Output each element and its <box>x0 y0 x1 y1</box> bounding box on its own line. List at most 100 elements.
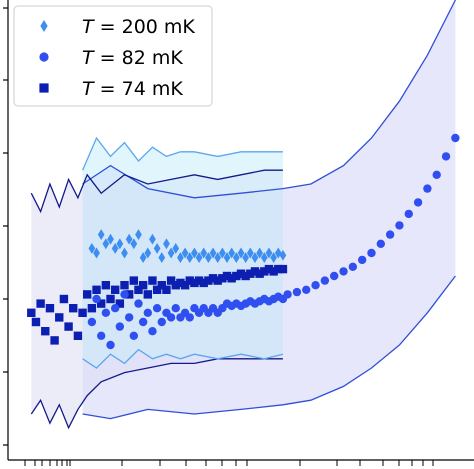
point-s1-6 <box>115 322 125 331</box>
point-s0-38 <box>265 247 273 259</box>
point-s0-28 <box>219 247 226 259</box>
point-s2-31 <box>171 281 180 290</box>
point-s2-26 <box>148 276 157 285</box>
point-s2-52 <box>269 267 278 276</box>
point-s2-12 <box>83 290 92 299</box>
band-upper-line-0 <box>82 136 283 171</box>
point-s2-27 <box>152 285 162 294</box>
point-s2-45 <box>236 269 246 278</box>
point-s2-35 <box>190 278 199 288</box>
point-s2-4 <box>45 304 55 313</box>
point-s2-32 <box>176 278 185 288</box>
point-s0-12 <box>144 247 152 259</box>
point-s1-12 <box>143 308 152 317</box>
point-s0-13 <box>149 233 156 245</box>
point-s1-18 <box>171 304 180 313</box>
point-s2-24 <box>138 281 148 290</box>
point-s1-42 <box>283 290 292 299</box>
legend-label-0: T = 200 mK <box>82 16 195 38</box>
point-s1-56 <box>413 198 423 207</box>
point-s2-5 <box>50 336 59 345</box>
axis-ticks <box>3 7 434 466</box>
point-s1-9 <box>129 331 139 340</box>
point-s1-45 <box>311 281 320 290</box>
legend-marker-2 <box>39 83 49 93</box>
band-lower-line-0 <box>82 348 284 369</box>
point-s1-13 <box>148 327 157 336</box>
point-s2-53 <box>274 264 283 274</box>
point-s2-17 <box>106 294 115 304</box>
point-s2-37 <box>199 278 208 288</box>
point-s2-33 <box>180 281 190 290</box>
point-s2-29 <box>162 285 171 294</box>
point-s0-25 <box>205 252 212 264</box>
point-s2-44 <box>232 271 241 281</box>
legend-label-2: T = 74 mK <box>82 78 183 100</box>
point-s0-8 <box>125 233 133 245</box>
legend-label-1: T = 82 mK <box>82 47 183 69</box>
point-s0-4 <box>107 233 114 245</box>
point-s2-38 <box>204 276 213 285</box>
point-s1-59 <box>441 152 451 161</box>
point-s2-7 <box>59 294 69 304</box>
point-s0-16 <box>163 238 170 250</box>
point-s2-48 <box>250 267 260 276</box>
point-s1-43 <box>292 287 302 297</box>
point-s1-11 <box>138 317 148 327</box>
point-s0-27 <box>214 252 222 264</box>
legend-value-2: = 74 mK <box>94 78 184 100</box>
legend-value-0: = 200 mK <box>94 16 196 38</box>
point-s1-7 <box>120 290 129 299</box>
legend-marker-0 <box>40 20 48 32</box>
point-s2-1 <box>31 317 41 327</box>
band-upper-line-2 <box>30 169 283 214</box>
point-s2-47 <box>246 269 255 278</box>
legend-symbol-0: T <box>82 16 95 38</box>
point-s1-4 <box>106 340 115 350</box>
point-s1-10 <box>134 299 143 308</box>
point-s0-15 <box>158 252 166 264</box>
point-s1-53 <box>385 230 395 239</box>
point-s0-41 <box>279 249 287 261</box>
point-s2-21 <box>124 290 134 299</box>
point-s2-50 <box>260 267 269 276</box>
point-s2-8 <box>64 322 73 331</box>
point-s2-30 <box>166 276 176 285</box>
legend-items: T = 200 mKT = 82 mKT = 74 mK <box>39 16 195 100</box>
point-s2-13 <box>87 304 97 313</box>
legend-value-1: = 82 mK <box>94 47 184 69</box>
point-s0-22 <box>191 247 198 259</box>
point-s0-26 <box>209 247 217 259</box>
legend-symbol-1: T <box>82 47 95 69</box>
point-s2-43 <box>227 274 236 283</box>
band-lower-line-2 <box>30 358 283 430</box>
point-s2-11 <box>78 308 87 317</box>
legend-symbol-2: T <box>82 78 95 100</box>
point-s2-36 <box>194 276 204 285</box>
point-s2-10 <box>73 331 83 340</box>
point-s0-1 <box>93 247 100 259</box>
point-s2-2 <box>36 299 45 308</box>
legend-marker-1 <box>39 52 49 62</box>
point-s0-20 <box>181 247 189 259</box>
point-s2-20 <box>120 281 129 290</box>
point-s2-15 <box>97 299 106 308</box>
point-s1-44 <box>302 285 311 294</box>
point-s2-46 <box>241 271 250 281</box>
point-s2-3 <box>41 327 50 336</box>
point-s0-31 <box>232 252 240 264</box>
point-s2-9 <box>69 304 78 313</box>
point-s0-21 <box>186 252 194 264</box>
point-s1-2 <box>97 331 106 340</box>
point-s0-17 <box>167 247 175 259</box>
point-s0-33 <box>242 252 250 264</box>
point-s2-34 <box>185 276 194 285</box>
point-s0-9 <box>130 238 138 250</box>
point-s1-3 <box>101 308 111 317</box>
point-s1-17 <box>166 313 176 322</box>
point-s0-29 <box>223 252 231 264</box>
point-s0-6 <box>116 238 124 250</box>
point-s1-52 <box>376 239 385 248</box>
point-s1-54 <box>395 221 404 230</box>
